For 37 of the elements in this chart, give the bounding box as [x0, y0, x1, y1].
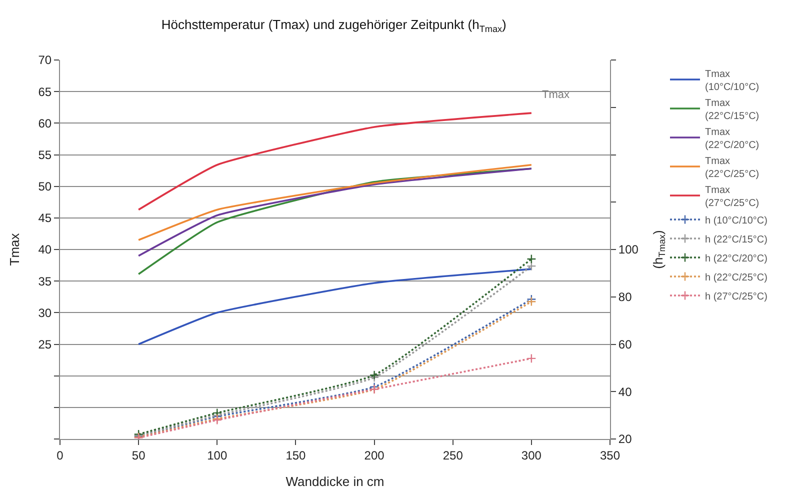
x-tick-label: 0: [56, 448, 64, 462]
x-tick-label: 350: [600, 448, 620, 462]
legend-label: Tmax (27°C/25°C): [705, 184, 760, 209]
legend-label: h (22°C/15°C): [705, 234, 768, 246]
annotation: Tmax: [542, 89, 570, 101]
y-tick-label: 65: [38, 84, 52, 99]
x-axis-title: Wanddicke in cm: [286, 474, 384, 489]
y-axis-title: Tmax: [7, 232, 22, 266]
y2-tick-label: 40: [618, 384, 632, 399]
y-tick-label: 35: [38, 274, 52, 288]
y2-tick-label: 100: [618, 242, 639, 257]
legend-label: Tmax (22°C/15°C): [705, 98, 760, 122]
x-tick-label: 50: [132, 448, 146, 462]
x-tick-label: 150: [286, 448, 306, 462]
legend-label: h (10°C/10°C): [705, 215, 768, 226]
x-tick-label: 100: [207, 448, 228, 462]
legend-label: Tmax (22°C/20°C): [705, 126, 760, 151]
y-tick-label: 45: [38, 211, 52, 226]
y2-tick-label: 80: [618, 290, 632, 304]
y-tick-label: 70: [38, 53, 52, 68]
y-tick-label: 60: [38, 116, 52, 130]
legend-label: Tmax (22°C/25°C): [705, 156, 760, 180]
y2-tick-label: 60: [618, 337, 632, 352]
chart-title: Höchsttemperatur (Tmax) und zugehöriger Zeitpunkt (h$_{Tmax}$): [161, 17, 506, 34]
y-tick-label: 50: [38, 180, 52, 194]
y2-tick-label: 20: [618, 432, 632, 446]
x-tick-label: 250: [442, 448, 464, 462]
legend-label: h (22°C/20°C): [705, 253, 768, 264]
y-tick-label: 55: [38, 148, 52, 162]
x-tick-label: 200: [364, 448, 385, 462]
y-tick-label: 40: [38, 242, 52, 257]
y-tick-label: 25: [38, 337, 52, 352]
legend-label: h (27°C/25°C): [705, 291, 768, 302]
x-tick-label: 300: [521, 448, 542, 462]
legend-label: h (22°C/25°C): [705, 272, 768, 284]
legend-label: Tmax (10°C/10°C): [705, 68, 760, 93]
y-tick-label: 30: [38, 306, 52, 320]
